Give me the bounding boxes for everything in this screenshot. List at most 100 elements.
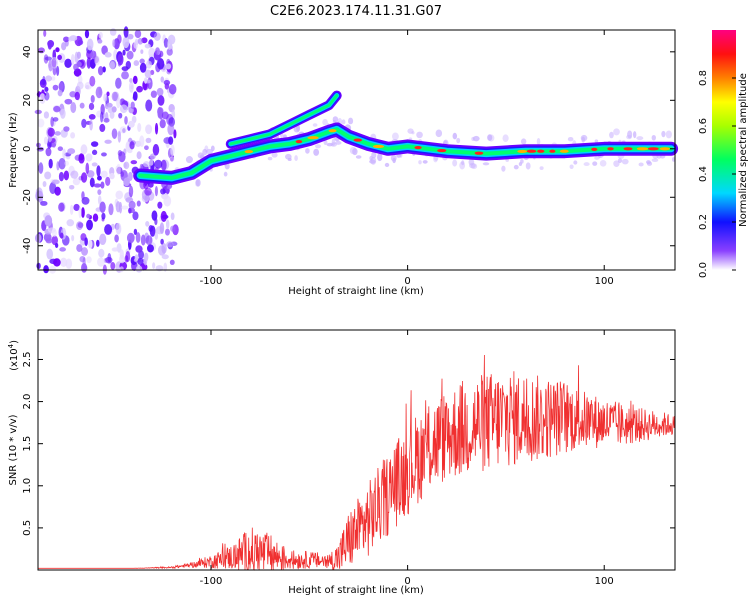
spectrogram-speckle	[470, 163, 478, 170]
spectrogram-noise-cell	[163, 79, 171, 86]
spectrogram-noise-cell	[54, 131, 61, 136]
spectrogram-noise-cell	[123, 26, 129, 38]
colorbar-tick-label: 0.8	[698, 70, 709, 86]
spectrogram-y-tick-label: -20	[22, 189, 33, 205]
colorbar-ticks: 0.0 0.2 0.4 0.6 0.8	[698, 70, 736, 278]
spectrogram-noise-cell	[136, 151, 142, 160]
spectrogram-noise-cell	[90, 141, 99, 147]
spectrogram-speckle	[418, 160, 422, 165]
spectrogram-noise-cell	[58, 202, 65, 212]
spectrogram-noise-cell	[126, 50, 134, 60]
spectrogram-hotspot	[307, 136, 319, 140]
spectrogram-noise-cell	[173, 129, 177, 139]
spectrogram-noise-cell	[42, 75, 46, 86]
spectrogram-noise-cell	[61, 42, 67, 51]
spectrogram-speckle	[224, 163, 230, 170]
colorbar-tick-label: 0.2	[698, 214, 709, 230]
spectrogram-noise-cell	[108, 203, 114, 216]
spectrogram-noise-cell	[145, 60, 152, 69]
snr-x-ticks: -100 0 100	[200, 330, 614, 587]
spectrogram-noise-cell	[93, 183, 102, 188]
spectrogram-noise-cell	[111, 106, 117, 113]
spectrogram-noise-cell	[77, 39, 84, 46]
colorbar-tick-label: 0.6	[698, 118, 709, 134]
spectrogram-noise-cell	[127, 33, 134, 40]
spectrogram-noise-cell	[42, 180, 47, 188]
spectrogram-hotspot	[659, 147, 670, 151]
spectrogram-speckle	[294, 155, 298, 162]
spectrogram-noise-cell	[43, 265, 49, 274]
spectrogram-speckle	[539, 166, 544, 170]
spectrogram-speckle	[369, 159, 376, 164]
spectrogram-noise-cell	[94, 55, 100, 66]
spectrogram-noise-cell	[134, 254, 139, 262]
spectrogram-noise-cell	[144, 43, 151, 49]
spectrogram-hotspot	[526, 149, 537, 153]
colorbar-tick-label: 0.0	[698, 262, 709, 278]
spectrogram-hotspot	[549, 149, 556, 153]
spectrogram-speckle	[205, 148, 213, 155]
spectrogram-speckle	[204, 145, 209, 153]
spectrogram-speckle	[502, 134, 509, 143]
spectrogram-noise-cell	[128, 207, 132, 214]
spectrogram-noise-cell	[170, 225, 176, 232]
spectrogram-noise-cell	[127, 171, 133, 181]
spectrogram-noise-cell	[144, 187, 152, 196]
spectrogram-noise-cell	[64, 160, 69, 166]
spectrogram-speckle	[632, 131, 637, 139]
spectrogram-noise-cell	[114, 234, 119, 243]
spectrogram-speckle	[594, 156, 600, 160]
spectrogram-noise-cell	[142, 161, 150, 168]
spectrogram-speckle	[646, 160, 651, 165]
spectrogram-noise-cell	[128, 185, 134, 198]
spectrogram-x-tick-label: 100	[595, 276, 614, 287]
spectrogram-y-tick-label: 20	[22, 94, 33, 107]
spectrogram-speckle	[411, 131, 415, 135]
snr-multiplier-base: (x10	[9, 348, 20, 371]
spectrogram-noise-cell	[58, 82, 64, 91]
spectrogram-noise-cell	[161, 243, 167, 254]
spectrogram-noise-cell	[168, 84, 177, 95]
spectrogram-noise-cell	[97, 195, 102, 205]
spectrogram-signal	[133, 90, 679, 185]
spectrogram-speckle	[613, 128, 620, 136]
spectrogram-noise-cell	[73, 203, 80, 212]
spectrogram-noise-cell	[97, 257, 105, 267]
spectrogram-speckle	[312, 123, 318, 127]
spectrogram-noise-cell	[115, 222, 122, 235]
spectrogram-noise-cell	[99, 201, 106, 213]
spectrogram-hotspot	[295, 140, 303, 144]
snr-multiplier: (x104)	[7, 340, 20, 371]
spectrogram-hotspot	[517, 149, 528, 154]
colorbar-gradient	[712, 30, 736, 270]
spectrogram-speckle	[651, 134, 656, 141]
spectrogram-noise-cell	[97, 175, 102, 181]
snr-y-label: SNR (10 * v/v)	[8, 414, 19, 485]
spectrogram-noise-cell	[70, 54, 75, 65]
spectrogram-hotspot	[537, 149, 545, 153]
spectrogram-speckle	[613, 160, 620, 168]
spectrogram-noise-cell	[160, 238, 164, 245]
spectrogram-noise-cell	[104, 52, 112, 58]
spectrogram-noise-cell	[136, 200, 141, 207]
snr-frame	[37, 329, 676, 571]
spectrogram-speckle	[452, 132, 458, 140]
spectrogram-noise-cell	[135, 265, 143, 273]
figure-title: C2E6.2023.174.11.31.G07	[270, 4, 442, 19]
snr-x-tick-label: -100	[200, 576, 223, 587]
spectrogram-noise-cell	[118, 151, 126, 163]
spectrogram-hotspot	[636, 147, 649, 151]
spectrogram-noise-cell	[47, 227, 56, 233]
spectrogram-noise-cell	[168, 136, 174, 145]
spectrogram-noise-cell	[157, 95, 165, 106]
spectrogram-noise-cell	[43, 29, 47, 37]
spectrogram-speckle	[371, 151, 377, 159]
spectrogram-noise-cell	[89, 119, 93, 131]
spectrogram-speckle	[313, 148, 320, 156]
spectrogram-hotspot	[559, 149, 569, 153]
spectrogram-noise-cell	[48, 158, 53, 169]
spectrogram-noise-cell	[160, 159, 167, 171]
spectrogram-noise-cell	[76, 81, 84, 90]
spectrogram-noise-cell	[57, 89, 63, 97]
spectrogram-noise-cell	[167, 123, 175, 136]
